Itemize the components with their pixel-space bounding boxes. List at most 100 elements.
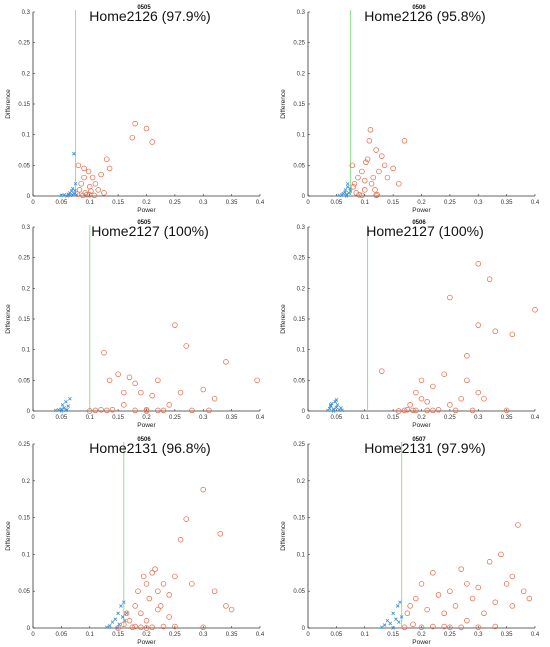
blue-point bbox=[116, 611, 120, 616]
blue-point-stroke bbox=[334, 398, 339, 402]
chart-title: Home2126 (97.9%) bbox=[89, 8, 210, 24]
blue-point-stroke bbox=[328, 403, 333, 407]
blue-point bbox=[117, 622, 122, 627]
red-point bbox=[430, 383, 436, 390]
y-tick-label: 0.3 bbox=[297, 225, 306, 231]
red-point bbox=[166, 402, 172, 408]
blue-point-stroke bbox=[117, 622, 122, 627]
red-point bbox=[413, 407, 419, 414]
red-point bbox=[104, 156, 110, 162]
red-point bbox=[89, 174, 96, 181]
blue-point bbox=[119, 604, 123, 608]
red-point bbox=[424, 407, 430, 414]
y-tick-label: 0.1 bbox=[22, 348, 31, 354]
x-tick-label: 0.4 bbox=[531, 632, 540, 638]
blue-point bbox=[397, 620, 401, 624]
red-point bbox=[200, 624, 207, 631]
red-point bbox=[149, 570, 155, 576]
red-point bbox=[143, 125, 150, 132]
y-tick-label: 0.3 bbox=[22, 225, 31, 231]
y-tick-label: 0.15 bbox=[293, 102, 305, 108]
red-point bbox=[410, 621, 416, 628]
blue-point bbox=[68, 396, 72, 401]
y-tick-label: 0.25 bbox=[18, 41, 30, 47]
blue-point-stroke bbox=[328, 404, 333, 408]
red-point bbox=[138, 389, 144, 396]
red-point bbox=[356, 192, 362, 198]
x-tick-label: 0.35 bbox=[226, 632, 238, 638]
red-point bbox=[469, 407, 476, 414]
blue-point bbox=[56, 407, 61, 412]
y-tick-label: 0.2 bbox=[22, 286, 31, 292]
blue-point-stroke bbox=[64, 400, 68, 404]
chart-title: Home2131 (96.8%) bbox=[89, 440, 210, 456]
red-point bbox=[447, 294, 453, 301]
red-point bbox=[189, 581, 195, 587]
blue-point-stroke bbox=[73, 181, 78, 186]
blue-point bbox=[122, 600, 126, 605]
red-point bbox=[396, 180, 402, 187]
blue-point bbox=[62, 192, 66, 197]
red-point bbox=[132, 407, 138, 414]
x-tick-label: 0.25 bbox=[169, 632, 181, 638]
red-point bbox=[200, 386, 207, 393]
blue-point bbox=[340, 408, 344, 413]
x-axis-label: Power bbox=[412, 207, 431, 214]
y-tick-label: 0.1 bbox=[297, 552, 306, 558]
blue-point bbox=[335, 403, 340, 407]
x-tick-label: 0.2 bbox=[142, 200, 151, 206]
blue-point-stroke bbox=[391, 626, 395, 630]
red-point bbox=[520, 588, 527, 594]
red-point bbox=[152, 566, 158, 572]
chart-title: Home2127 (100%) bbox=[366, 223, 484, 239]
red-point bbox=[129, 134, 136, 141]
red-point bbox=[143, 617, 150, 624]
x-tick-label: 0 bbox=[31, 415, 35, 421]
red-point bbox=[95, 187, 102, 193]
x-tick-label: 0 bbox=[306, 415, 310, 421]
red-point bbox=[86, 408, 93, 414]
x-tick-label: 0.05 bbox=[56, 632, 68, 638]
blue-point-stroke bbox=[72, 151, 76, 156]
red-point bbox=[183, 516, 189, 522]
blue-point bbox=[72, 151, 76, 156]
red-point bbox=[390, 165, 396, 172]
blue-point bbox=[64, 400, 68, 404]
blue-point-stroke bbox=[116, 611, 120, 616]
red-point bbox=[75, 162, 82, 169]
chart-title: Home2126 (95.8%) bbox=[364, 8, 485, 24]
y-tick-label: 0.05 bbox=[18, 378, 30, 384]
red-point bbox=[404, 610, 411, 617]
red-point bbox=[104, 407, 110, 414]
scatter-chart: 0 0.05 0.1 0.15 0.2 0.25 0.3 0.35 0.4 0 0.05 0.1 0.1… bbox=[280, 5, 540, 214]
red-point bbox=[149, 624, 155, 631]
red-point bbox=[143, 625, 150, 631]
blue-point-stroke bbox=[397, 620, 401, 624]
red-point bbox=[435, 407, 442, 413]
red-point bbox=[503, 581, 510, 587]
red-point bbox=[160, 623, 167, 630]
red-point bbox=[121, 389, 127, 396]
blue-point-stroke bbox=[344, 194, 349, 198]
blue-point-stroke bbox=[69, 189, 74, 193]
red-point bbox=[447, 588, 453, 594]
red-point bbox=[492, 623, 499, 630]
red-point bbox=[464, 353, 470, 359]
blue-point-stroke bbox=[337, 193, 341, 198]
blue-point-stroke bbox=[345, 181, 350, 186]
blue-point-stroke bbox=[56, 407, 61, 412]
red-point bbox=[458, 624, 464, 631]
red-point bbox=[413, 389, 419, 396]
red-point bbox=[492, 599, 499, 605]
blue-point bbox=[385, 618, 390, 623]
x-tick-label: 0 bbox=[306, 632, 310, 638]
y-tick-label: 0.15 bbox=[293, 516, 305, 522]
red-point bbox=[91, 192, 98, 199]
x-tick-label: 0.05 bbox=[56, 415, 68, 421]
blue-point bbox=[348, 189, 353, 193]
red-point bbox=[106, 377, 113, 384]
blue-point-stroke bbox=[66, 404, 70, 408]
x-tick-label: 0.1 bbox=[361, 200, 370, 206]
red-point bbox=[475, 322, 482, 328]
red-point bbox=[486, 276, 493, 282]
